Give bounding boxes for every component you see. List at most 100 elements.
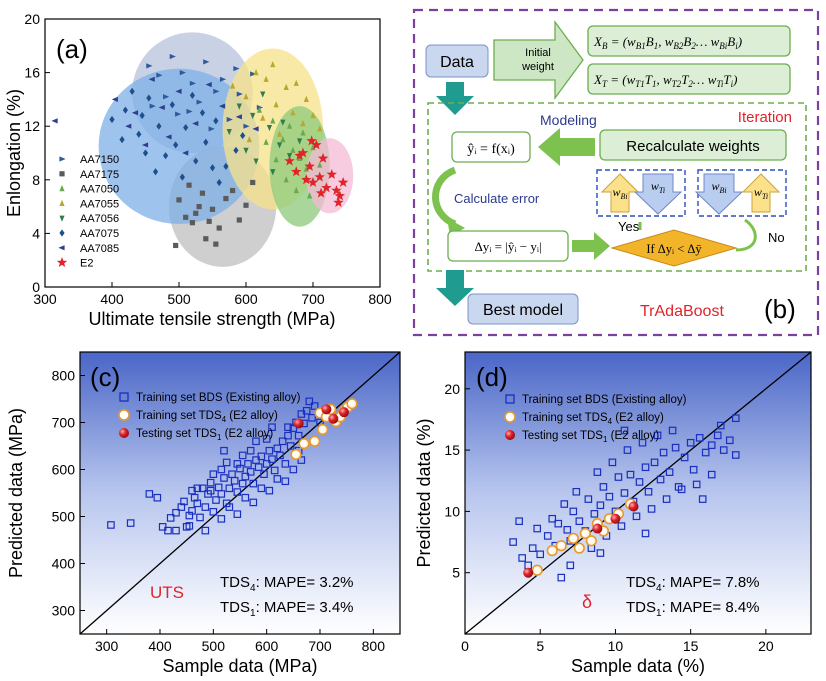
point-aa7050 <box>263 138 269 145</box>
point-bds <box>305 397 314 406</box>
panel-a-xlabel: Ultimate tensile strength (MPa) <box>88 309 335 329</box>
point-aa7075 <box>216 178 222 187</box>
point-e2 <box>284 155 295 166</box>
point-bds <box>166 514 175 522</box>
point-aa7055 <box>230 82 236 89</box>
point-bds <box>188 486 196 495</box>
point-e2 <box>315 187 327 198</box>
point-bds <box>716 421 725 430</box>
point-bds <box>220 474 228 482</box>
point-bds <box>701 448 710 457</box>
point-aa7056 <box>266 124 273 132</box>
point-aa7050 <box>307 192 313 199</box>
point-aa7055 <box>317 125 323 132</box>
legend-label-aa7050: AA7050 <box>80 184 119 196</box>
point-aa7075 <box>146 94 152 102</box>
point-bds <box>662 495 671 503</box>
point-aa7085 <box>252 126 259 132</box>
point-bds <box>172 508 180 517</box>
point-tds4 <box>567 532 579 544</box>
no-connector <box>735 218 757 252</box>
point-tds4 <box>309 435 321 447</box>
point-bds <box>584 495 593 503</box>
point-aa7050 <box>280 136 286 143</box>
point-bds <box>268 455 276 463</box>
best-model-arrow <box>436 270 474 306</box>
x-tick-label: 500 <box>202 638 226 654</box>
legend-marker-e2 <box>56 257 68 267</box>
point-bds <box>617 522 626 530</box>
x-tick-label: 600 <box>234 291 258 307</box>
point-e2 <box>337 177 349 187</box>
panel-c-annotation: UTS <box>150 583 184 602</box>
point-bds <box>262 460 271 468</box>
point-bds <box>217 515 226 523</box>
point-aa7050 <box>273 156 279 163</box>
point-bds <box>635 478 644 486</box>
point-aa7085 <box>158 104 165 111</box>
point-aa7150 <box>219 76 227 82</box>
point-aa7050 <box>300 129 306 136</box>
panel-c-label: (c) <box>90 362 120 392</box>
point-aa7075 <box>163 152 169 160</box>
point-aa7150 <box>243 123 250 129</box>
point-bds <box>273 475 282 483</box>
point-bds <box>284 431 292 440</box>
legend-label-e2: E2 <box>80 258 93 270</box>
point-bds <box>241 472 250 481</box>
tradaboost-label: TrAdaBoost <box>640 303 724 320</box>
wti-down-arrow <box>633 173 683 215</box>
recalculate-text: Recalculate weights <box>626 138 759 155</box>
point-aa7085 <box>51 118 58 124</box>
point-bds <box>608 458 617 467</box>
point-bds <box>656 475 665 484</box>
legend-label-aa7055: AA7055 <box>80 198 119 210</box>
point-aa7075 <box>193 157 199 165</box>
yes-weights-box <box>596 169 686 217</box>
initial-weight-arrow <box>493 20 584 100</box>
model-eq-box <box>451 131 531 163</box>
legend-marker-bds <box>505 394 515 404</box>
point-e2 <box>317 152 329 163</box>
legend-marker-aa7056 <box>59 215 65 222</box>
point-aa7075 <box>209 164 216 172</box>
point-aa7075 <box>240 131 246 140</box>
point-bds <box>246 446 255 455</box>
legend-label-0: Training set BDS (Existing alloy) <box>522 394 687 406</box>
point-bds <box>217 490 226 498</box>
modeling-label: Modeling <box>540 112 597 128</box>
point-aa7150 <box>256 104 263 111</box>
point-bds <box>569 507 578 516</box>
point-aa7056 <box>280 119 286 126</box>
x-tick-label: 400 <box>148 638 172 654</box>
point-bds <box>201 503 210 511</box>
point-bds <box>302 406 311 415</box>
point-bds <box>230 476 239 485</box>
point-bds <box>641 529 650 538</box>
point-bds <box>671 443 680 452</box>
point-bds <box>509 538 517 546</box>
point-aa7050 <box>303 165 309 172</box>
point-bds <box>145 490 154 498</box>
y-tick-label: 5 <box>452 565 460 581</box>
point-bds <box>689 465 698 474</box>
point-tds1 <box>321 404 332 415</box>
curved-arrow <box>432 166 457 228</box>
point-bds <box>518 554 526 562</box>
panel-d-diagonal <box>464 351 812 635</box>
point-bds <box>249 498 258 507</box>
point-tds4 <box>531 564 543 576</box>
data-box <box>425 44 489 78</box>
point-bds <box>731 451 740 459</box>
point-aa7050 <box>283 176 289 183</box>
point-aa7075 <box>139 111 145 120</box>
panel-d-ylabel: Predicted data (%) <box>414 418 434 567</box>
point-aa7055 <box>276 130 283 137</box>
point-aa7150 <box>250 71 257 77</box>
legend-label-0: Training set BDS (Existing alloy) <box>136 392 301 404</box>
no-label: No <box>768 230 785 245</box>
diagonal-line <box>464 351 812 635</box>
panel-a-label: (a) <box>56 34 88 64</box>
point-aa7055 <box>273 101 279 108</box>
legend-marker-tds1 <box>119 428 129 438</box>
